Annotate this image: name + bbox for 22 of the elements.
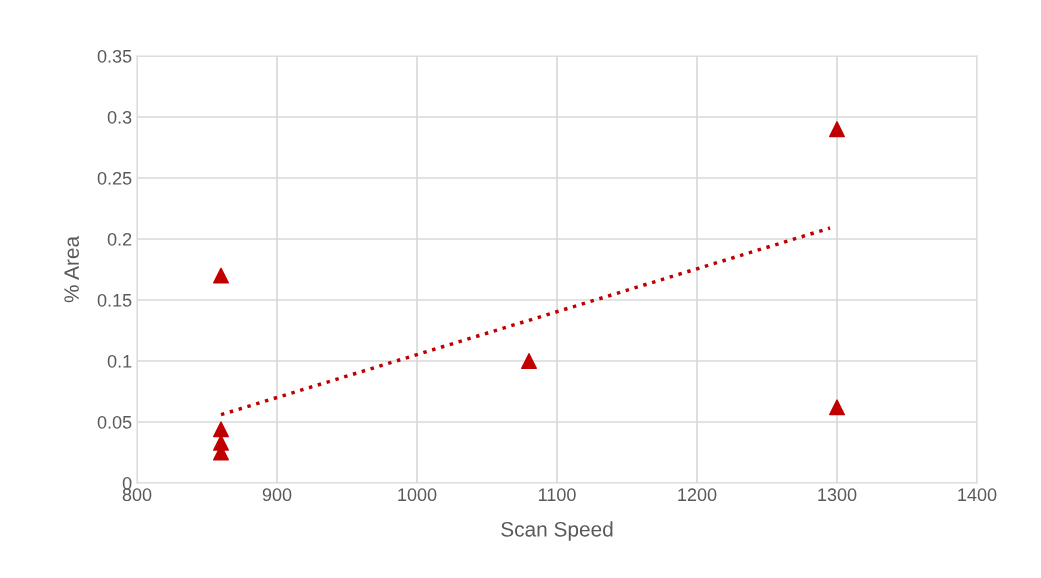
y-tick-label: 0.2	[107, 232, 132, 246]
y-tick-label: 0.3	[107, 110, 132, 124]
y-tick-label: 0.15	[97, 293, 132, 307]
point	[829, 399, 845, 416]
point	[213, 267, 229, 284]
x-tick-label: 900	[262, 488, 292, 502]
x-tick-label: 1200	[678, 488, 717, 502]
y-tick-label: 0.1	[107, 354, 132, 368]
x-tick-label: 1100	[538, 488, 576, 502]
x-tick-label: 1400	[958, 488, 997, 502]
y-axis-title: % Area	[64, 235, 79, 303]
x-tick-label: 1300	[818, 488, 857, 502]
y-tick-label: 0.25	[97, 171, 132, 185]
y-tick-label: 0.05	[97, 415, 132, 429]
y-tick-label: 0.35	[97, 49, 132, 63]
x-tick-label: 1000	[398, 488, 437, 502]
y-tick-label: 0	[122, 476, 132, 490]
x-tick-label: 800	[122, 488, 152, 502]
point	[829, 121, 845, 138]
x-axis-title: Scan Speed	[501, 521, 613, 541]
point	[213, 421, 229, 438]
point	[521, 353, 537, 369]
